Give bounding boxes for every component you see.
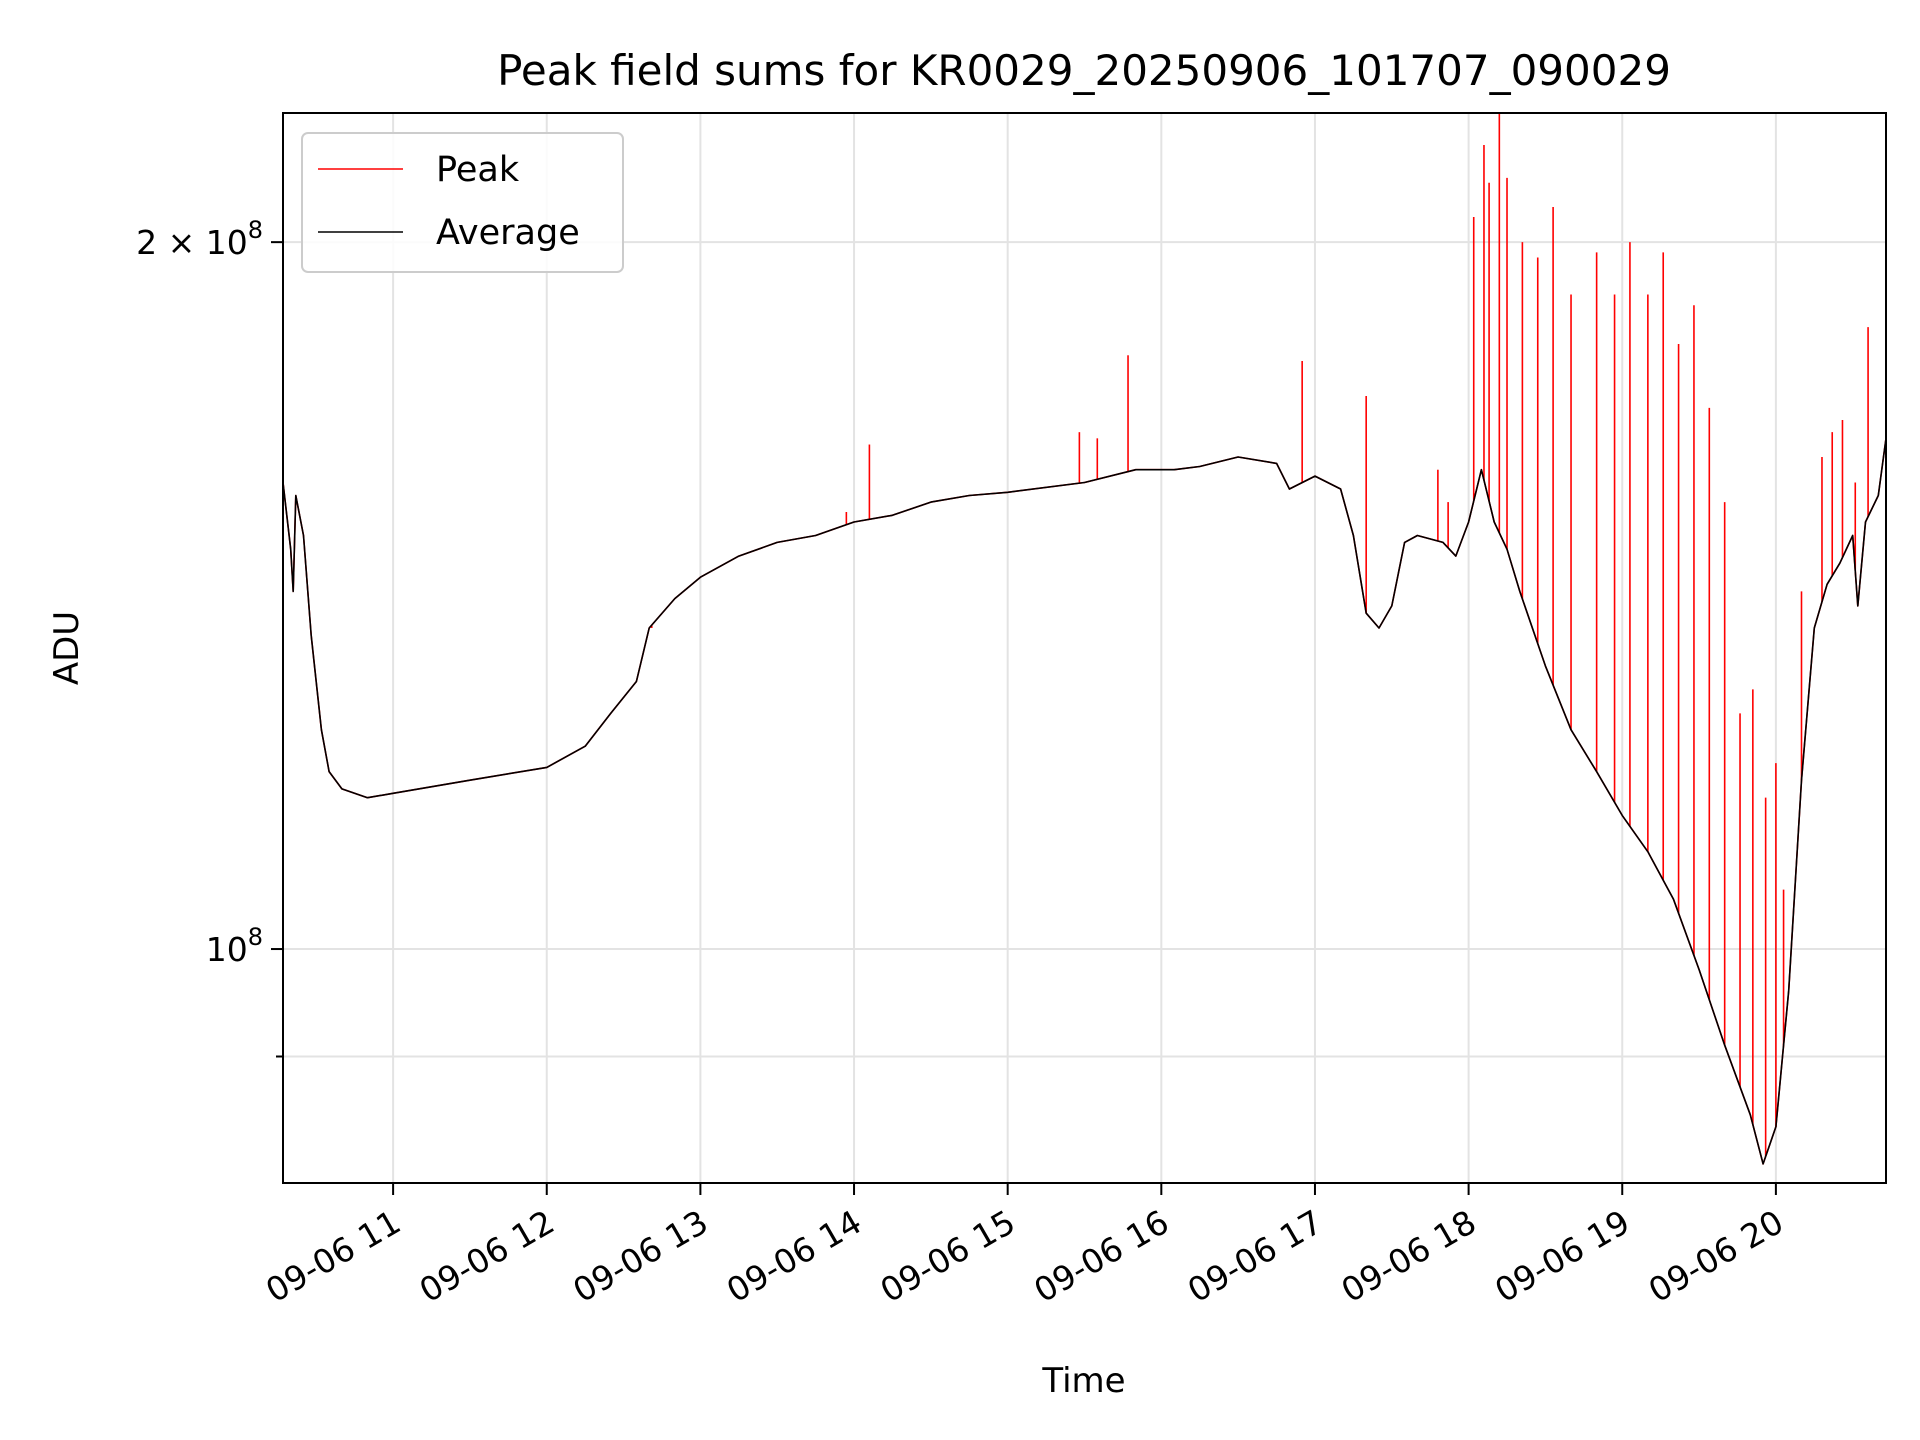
legend-average-label: Average <box>436 213 580 253</box>
average-series-line <box>283 438 1886 1165</box>
y-tick-label: 2 × 108 <box>136 216 263 262</box>
x-tick-label: 09-06 11 <box>259 1202 407 1310</box>
legend-peak-label: Peak <box>436 150 520 190</box>
plot-frame <box>282 112 1887 1184</box>
legend-box <box>301 132 624 273</box>
x-tick-label: 09-06 18 <box>1335 1202 1483 1310</box>
plot-series <box>283 113 1886 1165</box>
x-tick-label: 09-06 15 <box>874 1202 1022 1310</box>
x-tick-label: 09-06 17 <box>1181 1202 1329 1310</box>
x-tick-label: 09-06 19 <box>1488 1202 1636 1310</box>
axis-ticks: 09-06 11 09-06 12 09-06 13 09-06 14 09-06 15… <box>136 216 1790 1310</box>
legend: Peak Average <box>301 132 624 273</box>
x-axis-label: Time <box>1041 1361 1125 1401</box>
peak-baseline-line <box>283 438 1886 1165</box>
x-tick-label: 09-06 16 <box>1027 1202 1175 1310</box>
grid <box>283 113 1886 1183</box>
y-axis-label: ADU <box>47 611 87 685</box>
x-tick-label: 09-06 12 <box>413 1202 561 1310</box>
x-tick-label: 09-06 20 <box>1642 1202 1790 1310</box>
chart-title: Peak field sums for KR0029_20250906_1017… <box>497 46 1671 95</box>
x-tick-label: 09-06 14 <box>720 1202 868 1310</box>
y-tick-label: 108 <box>206 923 263 969</box>
x-tick-label: 09-06 13 <box>566 1202 714 1310</box>
